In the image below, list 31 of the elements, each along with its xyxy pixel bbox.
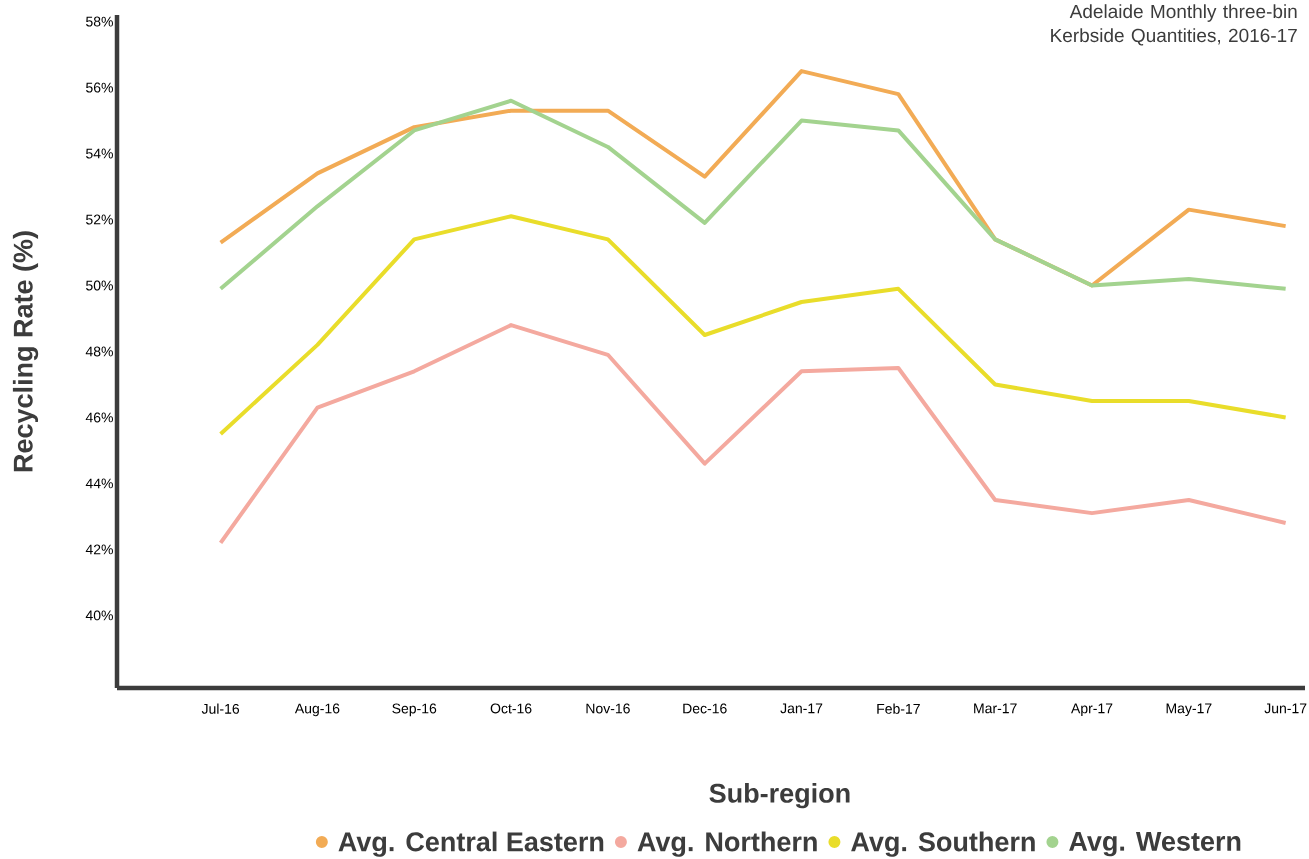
x-tick-label: Apr-17 [1071, 703, 1113, 717]
y-tick-label: 52% [86, 214, 113, 225]
x-tick-label: Nov-16 [586, 703, 630, 714]
x-tick-label: Dec-16 [683, 703, 727, 714]
x-tick-label: Feb-17 [877, 703, 920, 714]
y-tick-label: 56% [86, 82, 113, 93]
legend-label: Avg. Northern [637, 831, 817, 857]
legend-label: Avg. Western [1069, 832, 1241, 857]
x-tick-label: Mar-17 [974, 703, 1017, 714]
chart-title: Adelaide Monthly three-bin Kerbside Quantities, 2016-17 [1051, 4, 1297, 46]
x-tick-label: Jan-17 [780, 703, 823, 714]
line-series [218, 323, 1288, 545]
line-series [218, 214, 1288, 436]
x-tick-label: May-17 [1166, 703, 1212, 717]
x-tick-label: Jul-16 [201, 703, 240, 714]
y-tick-label: 40% [85, 610, 113, 621]
y-tick-label: 50% [86, 280, 113, 291]
y-tick-label: 44% [85, 478, 113, 489]
y-axis-title: Recycling Rate (%) [12, 231, 39, 472]
x-tick-label: Oct-16 [490, 703, 532, 714]
y-tick-label: 46% [85, 412, 113, 423]
x-axis-title: Sub-region [709, 783, 850, 809]
y-tick-label: 48% [85, 346, 113, 357]
x-tick-label: Aug-16 [294, 703, 340, 717]
legend-label: Avg. Southern [851, 831, 1035, 857]
y-tick-label: 42% [85, 544, 113, 555]
x-tick-label: Sep-16 [392, 703, 437, 717]
legend-label: Avg. Central Eastern [338, 831, 604, 857]
y-tick-label: 58% [86, 16, 113, 27]
y-tick-label: 54% [86, 148, 113, 159]
x-tick-label: Jun-17 [1264, 703, 1307, 714]
